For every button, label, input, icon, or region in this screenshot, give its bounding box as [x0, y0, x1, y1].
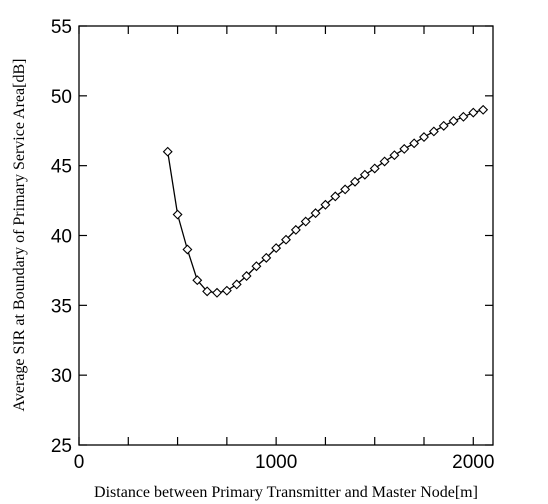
data-point — [212, 287, 222, 298]
data-point — [428, 126, 439, 137]
data-point — [261, 252, 272, 263]
data-point — [438, 120, 449, 131]
data-point — [369, 163, 380, 174]
data-point — [241, 271, 252, 281]
data-point — [399, 143, 410, 154]
data-point — [251, 261, 262, 272]
data-point — [350, 176, 360, 187]
data-point — [448, 115, 459, 126]
y-tick-label: 25 — [51, 436, 72, 457]
data-point — [389, 150, 400, 161]
data-point — [202, 286, 213, 297]
series-markers — [162, 104, 489, 298]
x-tick-label: 0 — [74, 452, 85, 473]
data-point — [419, 132, 429, 143]
x-tick-label: 2000 — [452, 452, 494, 473]
y-tick-label: 45 — [51, 157, 72, 178]
data-point — [458, 111, 469, 122]
data-point — [192, 275, 203, 286]
y-tick-label: 55 — [51, 17, 72, 38]
tick-marks — [78, 25, 493, 446]
data-point — [359, 169, 370, 180]
data-point — [231, 279, 242, 290]
y-tick-label: 50 — [51, 87, 72, 108]
data-point — [409, 138, 420, 149]
data-point — [468, 107, 479, 118]
data-point — [310, 208, 321, 219]
x-axis-label: Distance between Primary Transmitter and… — [94, 484, 478, 501]
data-point — [172, 209, 183, 220]
y-tick-label: 40 — [51, 227, 72, 248]
data-point — [271, 243, 282, 254]
data-point — [330, 191, 341, 202]
tick-labels: 0 1000 2000 25 30 35 40 45 50 55 — [51, 17, 495, 473]
data-point — [221, 285, 232, 296]
data-point — [281, 234, 291, 245]
data-point — [340, 184, 351, 195]
y-tick-label: 30 — [51, 366, 72, 387]
data-point — [162, 146, 173, 157]
data-point — [379, 156, 390, 167]
data-point — [478, 104, 489, 115]
x-tick-label: 1000 — [255, 452, 297, 473]
y-tick-label: 35 — [51, 296, 72, 317]
data-point — [182, 244, 193, 255]
y-axis-label: Average SIR at Boundary of Primary Servi… — [11, 59, 28, 412]
data-point — [290, 224, 301, 235]
data-point — [320, 199, 331, 210]
data-point — [300, 216, 311, 227]
